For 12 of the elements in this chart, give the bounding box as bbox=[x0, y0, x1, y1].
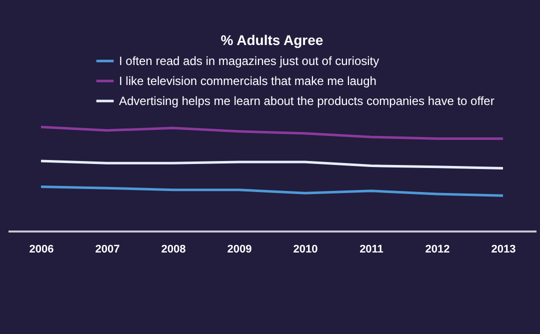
legend-label: I often read ads in magazines just out of curiosity bbox=[119, 54, 380, 68]
x-tick-label: 2007 bbox=[95, 244, 120, 256]
x-tick-label: 2013 bbox=[491, 244, 516, 256]
legend-label: Advertising helps me learn about the products companies have to offer bbox=[119, 94, 494, 108]
x-tick-label: 2010 bbox=[293, 244, 318, 256]
x-tick-label: 2006 bbox=[29, 244, 54, 256]
x-tick-label: 2012 bbox=[425, 244, 450, 256]
legend-label: I like television commercials that make me laugh bbox=[119, 74, 376, 88]
x-tick-label: 2011 bbox=[360, 244, 384, 256]
x-tick-label: 2008 bbox=[161, 244, 186, 256]
chart-title: % Adults Agree bbox=[220, 32, 324, 48]
x-tick-label: 2009 bbox=[227, 244, 252, 256]
